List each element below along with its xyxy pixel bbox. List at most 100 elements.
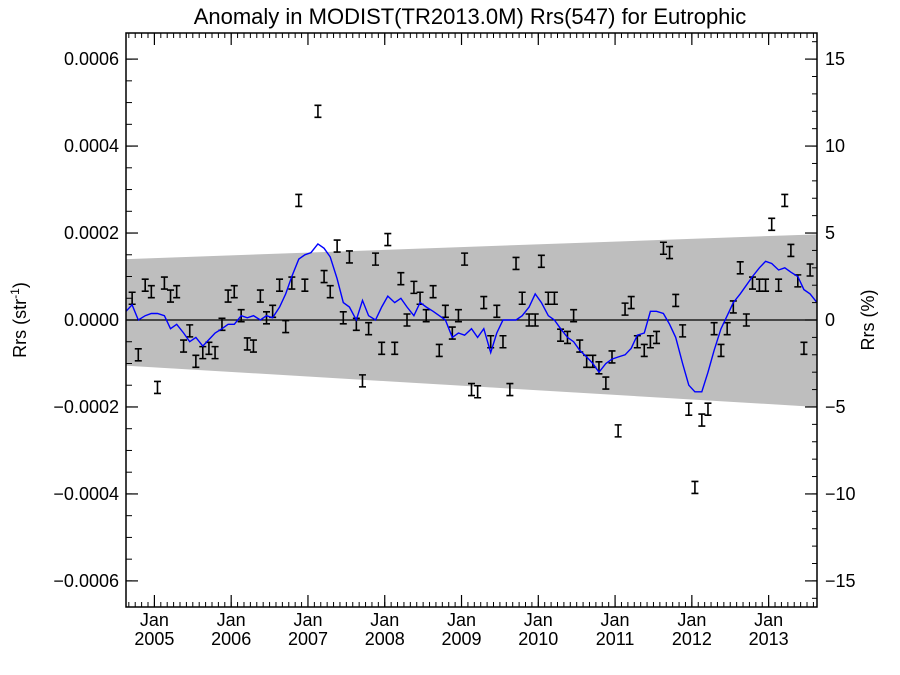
data-point-65	[550, 291, 558, 306]
data-point-83	[666, 245, 674, 260]
data-point-6	[167, 289, 175, 303]
data-point-80	[646, 334, 654, 349]
data-point-41	[397, 271, 405, 286]
data-point-24	[282, 319, 290, 334]
data-point-89	[704, 402, 712, 416]
data-point-16	[230, 284, 238, 299]
data-point-60	[518, 291, 526, 306]
data-point-38	[378, 341, 386, 356]
left-tick-label-2: 0.0002	[64, 223, 119, 243]
right-tick-label-2: 5	[825, 223, 835, 243]
right-tick-label-1: 10	[825, 136, 845, 156]
data-point-101	[781, 193, 789, 208]
data-point-75	[614, 424, 622, 438]
data-point-46	[429, 284, 437, 299]
data-point-81	[653, 330, 661, 345]
x-tick-label-year-3: 2008	[365, 629, 405, 649]
data-point-48	[441, 304, 449, 319]
left-tick-label-3: 0.0000	[64, 310, 119, 330]
data-point-98	[762, 278, 770, 293]
left-axis-label-superscript: -1	[8, 288, 22, 299]
x-tick-label-year-6: 2011	[596, 629, 635, 649]
data-point-23	[276, 278, 284, 293]
data-point-13	[211, 345, 219, 360]
data-point-7	[173, 284, 181, 299]
data-point-36	[365, 321, 373, 336]
data-point-37	[372, 252, 380, 266]
plot-area: 0.0006 0.0004 0.0002 0.0000 −0.0002 −0.0004 −0…	[53, 32, 856, 649]
x-tick-label-month-2: Jan	[293, 610, 322, 630]
left-axis-label: Rrs (str-1)	[8, 282, 30, 358]
data-point-3	[147, 284, 155, 299]
right-tick-label-4: −5	[825, 397, 846, 417]
data-point-84	[672, 293, 680, 308]
data-point-9	[186, 324, 194, 338]
data-point-79	[640, 343, 648, 358]
right-axis-label: Rrs (%)	[858, 290, 878, 351]
data-point-51	[461, 252, 469, 266]
x-tick-label-month-0: Jan	[140, 610, 169, 630]
data-point-87	[691, 480, 699, 495]
data-point-40	[391, 341, 399, 356]
data-point-5	[160, 276, 168, 290]
data-point-21	[263, 311, 271, 325]
left-axis-label-text: Rrs (str	[10, 299, 30, 358]
data-point-4	[153, 380, 161, 395]
data-point-39	[384, 232, 392, 247]
data-point-35	[358, 374, 366, 388]
data-point-68	[570, 308, 578, 323]
right-tick-label-0: 15	[825, 49, 845, 69]
data-point-97	[755, 278, 763, 293]
data-point-59	[512, 256, 520, 271]
data-point-88	[698, 413, 706, 427]
data-point-91	[717, 343, 725, 358]
data-point-33	[345, 250, 353, 264]
x-tick-label-month-7: Jan	[677, 610, 706, 630]
data-point-90	[710, 321, 718, 336]
data-point-105	[806, 263, 814, 277]
data-point-82	[659, 241, 667, 256]
data-point-26	[295, 193, 303, 208]
right-tick-label-5: −10	[825, 484, 856, 504]
x-tick-label-month-5: Jan	[524, 610, 553, 630]
x-tick-label-year-5: 2010	[518, 629, 558, 649]
right-tick-label-3: 0	[825, 310, 835, 330]
data-point-54	[480, 295, 488, 310]
data-point-8	[180, 339, 188, 353]
left-tick-label-0: 0.0006	[64, 49, 119, 69]
data-point-18	[243, 337, 251, 351]
x-tick-label-month-6: Jan	[601, 610, 630, 630]
x-tick-label-month-8: Jan	[754, 610, 783, 630]
data-point-42	[403, 313, 411, 327]
data-point-104	[800, 341, 808, 356]
data-point-94	[736, 261, 744, 275]
data-point-92	[723, 321, 731, 336]
data-point-53	[474, 384, 482, 399]
left-tick-label-4: −0.0002	[53, 397, 119, 417]
x-tick-label-year-1: 2006	[211, 629, 251, 649]
data-point-52	[468, 382, 475, 397]
x-tick-label-year-4: 2009	[441, 629, 481, 649]
chart-title: Anomaly in MODIST(TR2013.0M) Rrs(547) fo…	[194, 4, 747, 29]
data-point-27	[301, 278, 309, 293]
data-point-74	[608, 350, 616, 364]
data-point-62	[531, 313, 539, 327]
data-point-45	[422, 308, 430, 323]
x-tick-label-month-4: Jan	[447, 610, 476, 630]
data-point-76	[621, 302, 629, 316]
x-tick-label-month-1: Jan	[217, 610, 246, 630]
x-tick-label-month-3: Jan	[370, 610, 399, 630]
data-point-28	[314, 104, 322, 119]
data-point-99	[768, 217, 776, 232]
x-tick-label-year-0: 2005	[134, 629, 174, 649]
data-point-10	[192, 354, 200, 369]
data-point-102	[787, 243, 795, 258]
left-tick-label-6: −0.0006	[53, 571, 119, 591]
data-point-2	[141, 278, 149, 293]
data-point-15	[224, 289, 232, 303]
data-point-30	[326, 284, 334, 299]
left-tick-label-1: 0.0004	[64, 136, 119, 156]
data-point-64	[544, 291, 552, 306]
data-point-95	[742, 313, 750, 327]
